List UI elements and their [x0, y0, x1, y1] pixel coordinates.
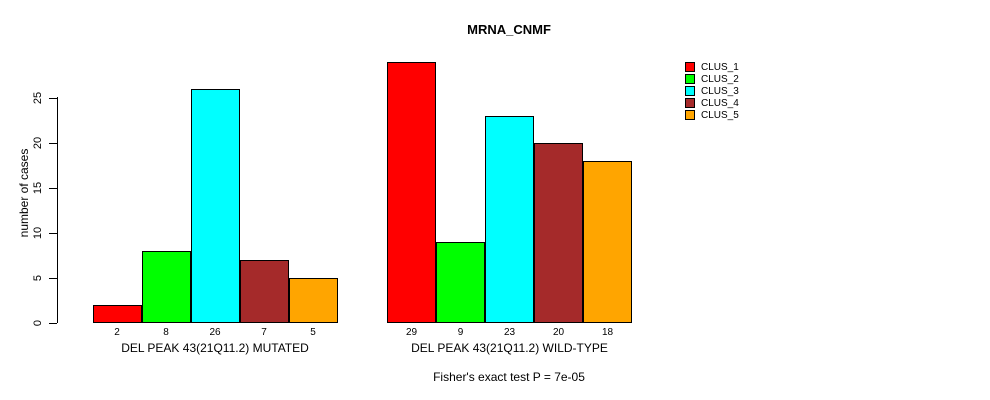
legend-label: CLUS_4: [701, 97, 739, 109]
footer-annotation: Fisher's exact test P = 7e-05: [433, 370, 585, 384]
bar-clus_1-group1: [92, 304, 142, 323]
y-tick-25: [49, 97, 57, 99]
bar-value-label: 8: [163, 327, 169, 338]
bar-value-label: 20: [552, 327, 565, 338]
legend-swatch-clus_3: [685, 86, 695, 96]
y-tick-0: [49, 322, 57, 324]
y-tick-5: [49, 277, 57, 279]
bar-value-label: 29: [405, 327, 418, 338]
legend-label: CLUS_2: [701, 73, 739, 85]
bar-clus_3-group1: [190, 88, 240, 323]
y-tick-label-0: 0: [32, 319, 44, 326]
chart-title: MRNA_CNMF: [467, 22, 551, 37]
legend-swatch-clus_4: [685, 98, 695, 108]
bar-value-label: 18: [601, 327, 614, 338]
bar-value-label: 9: [457, 327, 464, 338]
legend-swatch-clus_2: [685, 74, 695, 84]
y-axis-line: [57, 97, 58, 323]
bar-value-label: 2: [114, 327, 120, 338]
bar-clus_4-group1: [239, 259, 289, 323]
group-label-1: DEL PEAK 43(21Q11.2) MUTATED: [121, 341, 309, 355]
bar-clus_5-group2: [583, 160, 632, 323]
bar-clus_1-group2: [387, 61, 436, 323]
legend-label: CLUS_5: [701, 109, 739, 121]
bar-clus_4-group2: [534, 142, 583, 323]
bar-clus_2-group1: [141, 250, 191, 323]
bar-clus_5-group1: [288, 277, 338, 323]
bar-value-label: 5: [310, 327, 316, 338]
legend-item-clus_5: CLUS_5: [685, 109, 739, 121]
y-tick-15: [49, 187, 57, 189]
legend-swatch-clus_1: [685, 62, 695, 72]
bar-clus_2-group2: [436, 241, 485, 323]
y-tick-label-20: 20: [32, 136, 44, 149]
y-tick-label-10: 10: [32, 226, 44, 239]
y-tick-label-5: 5: [32, 274, 44, 281]
group-label-2: DEL PEAK 43(21Q11.2) WILD-TYPE: [411, 341, 608, 355]
y-tick-label-25: 25: [32, 91, 44, 104]
bar-value-label: 26: [209, 327, 221, 338]
legend-item-clus_1: CLUS_1: [685, 61, 739, 73]
y-tick-10: [49, 232, 57, 234]
bar-clus_3-group2: [485, 115, 534, 323]
legend-item-clus_4: CLUS_4: [685, 97, 739, 109]
legend-label: CLUS_1: [701, 61, 739, 73]
y-tick-20: [49, 142, 57, 144]
legend-swatch-clus_5: [685, 110, 695, 120]
legend-item-clus_2: CLUS_2: [685, 73, 739, 85]
y-tick-label-15: 15: [32, 181, 44, 194]
y-axis-title: number of cases: [17, 148, 31, 238]
legend-item-clus_3: CLUS_3: [685, 85, 739, 97]
bar-value-label: 7: [261, 327, 267, 338]
legend-label: CLUS_3: [701, 85, 739, 97]
bar-value-label: 23: [503, 327, 516, 338]
